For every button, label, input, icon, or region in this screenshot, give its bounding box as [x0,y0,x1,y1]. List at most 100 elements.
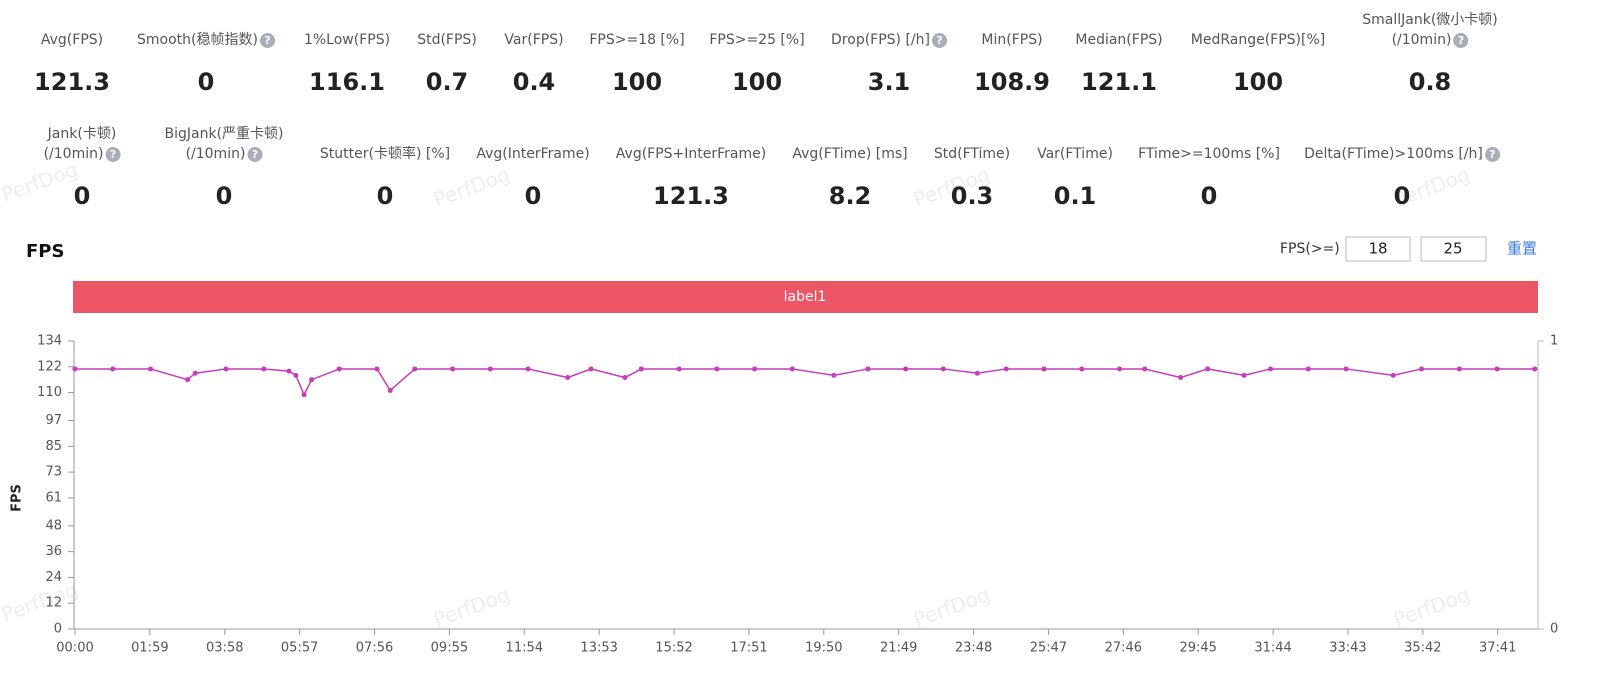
stat-value: 108.9 [974,68,1050,96]
fps-point [1305,366,1311,372]
fps-point [450,366,456,372]
x-tick-label: 23:48 [955,641,992,656]
stat-label: Jank(卡顿) (/10min)? [44,124,121,164]
stat-value: 0 [1393,182,1411,210]
stat-value: 121.3 [34,68,110,96]
stat-label: Delta(FTime)>100ms [/h]? [1304,144,1500,164]
y-tick-label: 73 [45,465,62,480]
stat-value: 0.7 [425,68,469,96]
stat-label: Var(FTime) [1037,146,1113,162]
y-tick-label: 61 [45,490,62,505]
help-icon[interactable]: ? [105,146,121,162]
x-tick-label: 19:50 [805,641,842,656]
x-tick-label: 00:00 [56,641,93,656]
x-tick-label: 29:45 [1179,641,1216,656]
fps-point [336,366,342,372]
fps-point [1268,366,1274,372]
x-tick-label: 03:58 [206,641,243,656]
fps-point [309,377,315,383]
x-tick-label: 01:59 [131,641,168,656]
fps-point [1343,366,1349,372]
fps-point [903,366,909,372]
threshold-value: 25 [1443,240,1462,258]
y2-tick-label: 0 [1550,622,1558,637]
fps-point [1241,372,1247,378]
stat-value: 100 [1232,68,1284,96]
stat-value: 0.1 [1053,182,1097,210]
stat-value: 121.3 [653,182,729,210]
y-tick-label: 134 [37,334,62,349]
fps-point [676,366,682,372]
stat-value: 0 [215,182,233,210]
fps-point [1532,366,1538,372]
fps-line [75,368,1535,397]
fps-point [1456,366,1462,372]
fps-point [622,375,628,381]
y-tick-label: 85 [45,439,62,454]
stat-value: 0 [197,68,215,96]
fps-point [1041,366,1047,372]
y-tick-label: 122 [37,359,62,374]
fps-point [185,377,191,383]
fps-point [72,366,78,372]
stat-value: 100 [731,68,783,96]
stat-label: Std(FPS) [417,32,477,48]
x-tick-label: 07:56 [356,641,393,656]
x-tick-label: 37:41 [1479,641,1516,656]
y-tick-label: 24 [45,570,62,585]
threshold-input[interactable] [1420,236,1487,262]
stat-value: 0 [73,182,91,210]
fps-point [387,387,393,393]
y-tick-label: 0 [54,622,62,637]
help-icon[interactable]: ? [259,32,275,48]
y-tick-label: 110 [37,385,62,400]
fps-point [865,366,871,372]
stat-value: 116.1 [309,68,385,96]
fps-point [261,366,267,372]
x-tick-label: 09:55 [431,641,468,656]
stat-value: 0.4 [512,68,556,96]
stat-label: Median(FPS) [1075,32,1163,48]
y-tick-label: 48 [45,518,62,533]
stat-label: MedRange(FPS)[%] [1190,32,1326,48]
y-axis-label: FPS [10,484,25,512]
fps-point [487,366,493,372]
help-icon[interactable]: ? [931,32,947,48]
stat-value: 100 [611,68,663,96]
stat-label: FPS>=25 [%] [709,32,805,48]
stat-label: Min(FPS) [981,32,1043,48]
x-tick-label: 33:43 [1329,641,1366,656]
stat-label: Drop(FPS) [/h]? [831,30,947,50]
x-tick-label: 13:53 [580,641,617,656]
y2-tick-label: 1 [1550,334,1558,349]
fps-point [192,370,198,376]
fps-point [148,366,154,372]
fps-point [588,366,594,372]
x-tick-label: 31:44 [1254,641,1291,656]
help-icon[interactable]: ? [247,146,263,162]
stat-value: 0.8 [1408,68,1452,96]
fps-point [1390,372,1396,378]
fps-point [638,366,644,372]
fps-point [1003,366,1009,372]
reset-link[interactable]: 重置 [1507,240,1537,258]
x-tick-label: 35:42 [1404,641,1441,656]
stat-label: BigJank(严重卡顿) (/10min)? [164,126,284,162]
threshold-input[interactable] [1345,236,1411,262]
stat-label: Avg(FTime) [ms] [792,146,908,162]
fps-point [940,366,946,372]
threshold-value: 18 [1368,240,1387,258]
x-tick-label: 25:47 [1030,641,1067,656]
stat-value: 0.3 [950,182,994,210]
help-icon[interactable]: ? [1484,146,1500,162]
stat-label: Std(FTime) [933,146,1011,162]
fps-point [374,366,380,372]
fps-point [1494,366,1500,372]
stat-label: Stutter(卡顿率) [%] [319,146,451,162]
help-icon[interactable]: ? [1453,32,1469,48]
fps-point [1419,366,1425,372]
fps-point [714,366,720,372]
stat-label: Avg(FPS+InterFrame) [615,146,767,162]
